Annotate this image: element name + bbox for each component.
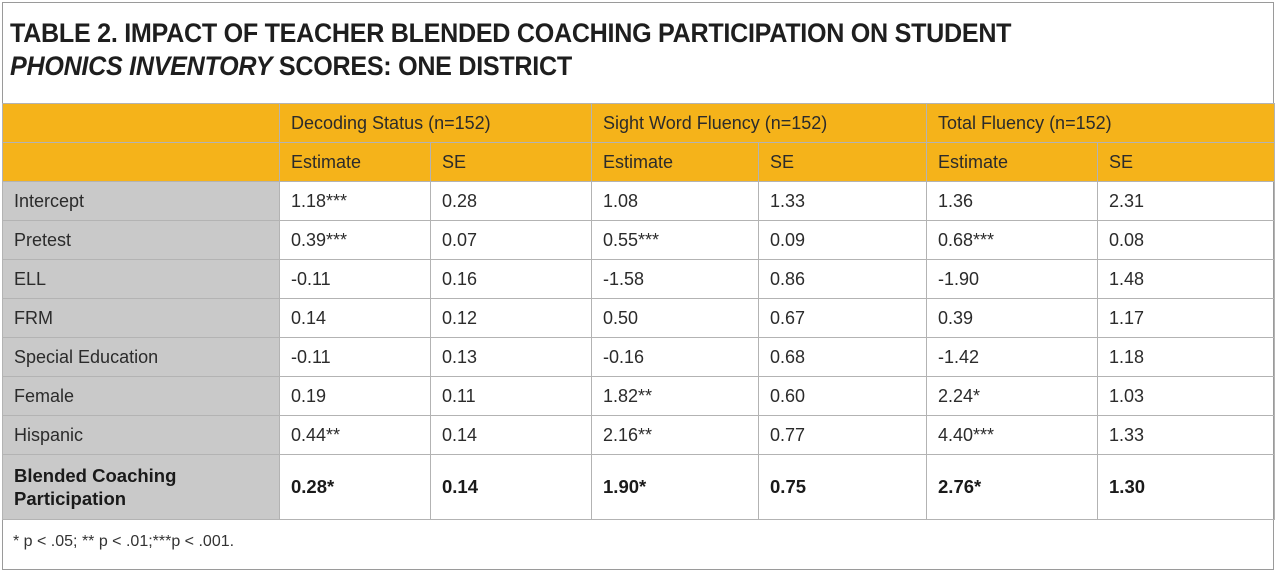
table-cell: 0.16	[429, 259, 593, 299]
table-cell: -0.16	[591, 337, 760, 377]
footnote: * p < .05; ** p < .01;***p < .001.	[13, 533, 235, 550]
table-cell: 0.12	[429, 298, 593, 338]
table-cell: 1.17	[1097, 298, 1276, 338]
table-cell: 1.48	[1097, 259, 1276, 299]
table-cell: 0.14	[279, 298, 431, 338]
group-header-total-fluency: Total Fluency (n=152)	[926, 103, 1276, 143]
table-row: ELL -0.11 0.16 -1.58 0.86 -1.90 1.48	[2, 259, 1276, 299]
table-cell: 0.60	[758, 376, 928, 416]
table-cell: 0.86	[758, 259, 928, 299]
table-cell: 0.68	[758, 337, 928, 377]
table-cell: 0.28	[429, 181, 593, 221]
sub-header-row: Estimate SE Estimate SE Estimate SE	[2, 142, 1276, 182]
table-cell: 0.08	[1097, 220, 1276, 260]
table-cell: 0.19	[279, 376, 431, 416]
table-cell: 1.08	[591, 181, 760, 221]
table-cell: 1.82**	[591, 376, 760, 416]
title-rest: SCORES: ONE DISTRICT	[272, 51, 572, 81]
group-header-decoding: Decoding Status (n=152)	[278, 103, 593, 143]
table-cell: 0.44**	[279, 415, 431, 455]
table-cell: 2.24*	[926, 376, 1099, 416]
sub-header: Estimate	[279, 142, 431, 182]
table-cell: 1.36	[926, 181, 1099, 221]
table-cell: 0.14	[429, 454, 593, 520]
table-cell: 0.75	[758, 454, 928, 520]
title-line-1: TABLE 2. IMPACT OF TEACHER BLENDED COACH…	[10, 18, 1012, 48]
table-cell: -1.58	[591, 259, 760, 299]
sub-header: Estimate	[926, 142, 1099, 182]
table-cell: 1.18	[1097, 337, 1276, 377]
group-header-sight-word: Sight Word Fluency (n=152)	[591, 103, 928, 143]
row-label: Pretest	[2, 220, 280, 260]
table-cell: 0.11	[429, 376, 593, 416]
group-header-row: Decoding Status (n=152) Sight Word Fluen…	[2, 103, 1276, 143]
table-cell: 0.07	[429, 220, 593, 260]
table-cell: 0.28*	[279, 454, 431, 520]
table-row: FRM 0.14 0.12 0.50 0.67 0.39 1.17	[2, 298, 1276, 338]
table-cell: 1.33	[758, 181, 928, 221]
results-table: Decoding Status (n=152) Sight Word Fluen…	[2, 103, 1276, 520]
corner-cell	[2, 142, 280, 182]
table-cell: -0.11	[279, 337, 431, 377]
table-cell: -1.90	[926, 259, 1099, 299]
table-cell: 1.33	[1097, 415, 1276, 455]
sub-header: SE	[1097, 142, 1276, 182]
table-row: Hispanic 0.44** 0.14 2.16** 0.77 4.40***…	[2, 415, 1276, 455]
title-italic: PHONICS INVENTORY	[10, 51, 273, 81]
table-cell: 0.50	[591, 298, 760, 338]
table-cell: 2.31	[1097, 181, 1276, 221]
table-cell: 2.16**	[591, 415, 760, 455]
row-label: Special Education	[2, 337, 280, 377]
row-label: ELL	[2, 259, 280, 299]
table-cell: 1.90*	[591, 454, 760, 520]
table-cell: 4.40***	[926, 415, 1099, 455]
table-cell: 0.39***	[279, 220, 431, 260]
row-label: Hispanic	[2, 415, 280, 455]
row-label: Female	[2, 376, 280, 416]
table-cell: 2.76*	[926, 454, 1099, 520]
table-cell: 0.67	[758, 298, 928, 338]
row-label: FRM	[2, 298, 280, 338]
sub-header: Estimate	[591, 142, 760, 182]
table-row: Female 0.19 0.11 1.82** 0.60 2.24* 1.03	[2, 376, 1276, 416]
table-cell: 0.14	[429, 415, 593, 455]
table-cell: -1.42	[926, 337, 1099, 377]
table-cell: 1.30	[1097, 454, 1276, 520]
title-line-2: PHONICS INVENTORY SCORES: ONE DISTRICT	[10, 50, 1173, 83]
table-row: Pretest 0.39*** 0.07 0.55*** 0.09 0.68**…	[2, 220, 1276, 260]
table-row: Special Education -0.11 0.13 -0.16 0.68 …	[2, 337, 1276, 377]
table-row: Intercept 1.18*** 0.28 1.08 1.33 1.36 2.…	[2, 181, 1276, 221]
table-cell: 1.03	[1097, 376, 1276, 416]
table-cell: 0.39	[926, 298, 1099, 338]
table-cell: -0.11	[279, 259, 431, 299]
table-cell: 0.77	[758, 415, 928, 455]
table-cell: 0.68***	[926, 220, 1099, 260]
table-title: TABLE 2. IMPACT OF TEACHER BLENDED COACH…	[10, 17, 1173, 83]
corner-cell	[2, 103, 280, 143]
table-cell: 0.13	[429, 337, 593, 377]
sub-header: SE	[429, 142, 593, 182]
row-label: Intercept	[2, 181, 280, 221]
table-cell: 0.09	[758, 220, 928, 260]
sub-header: SE	[758, 142, 928, 182]
table-row-highlight: Blended Coaching Participation 0.28* 0.1…	[2, 454, 1276, 520]
row-label: Blended Coaching Participation	[2, 454, 280, 520]
table-cell: 0.55***	[591, 220, 760, 260]
table-cell: 1.18***	[279, 181, 431, 221]
